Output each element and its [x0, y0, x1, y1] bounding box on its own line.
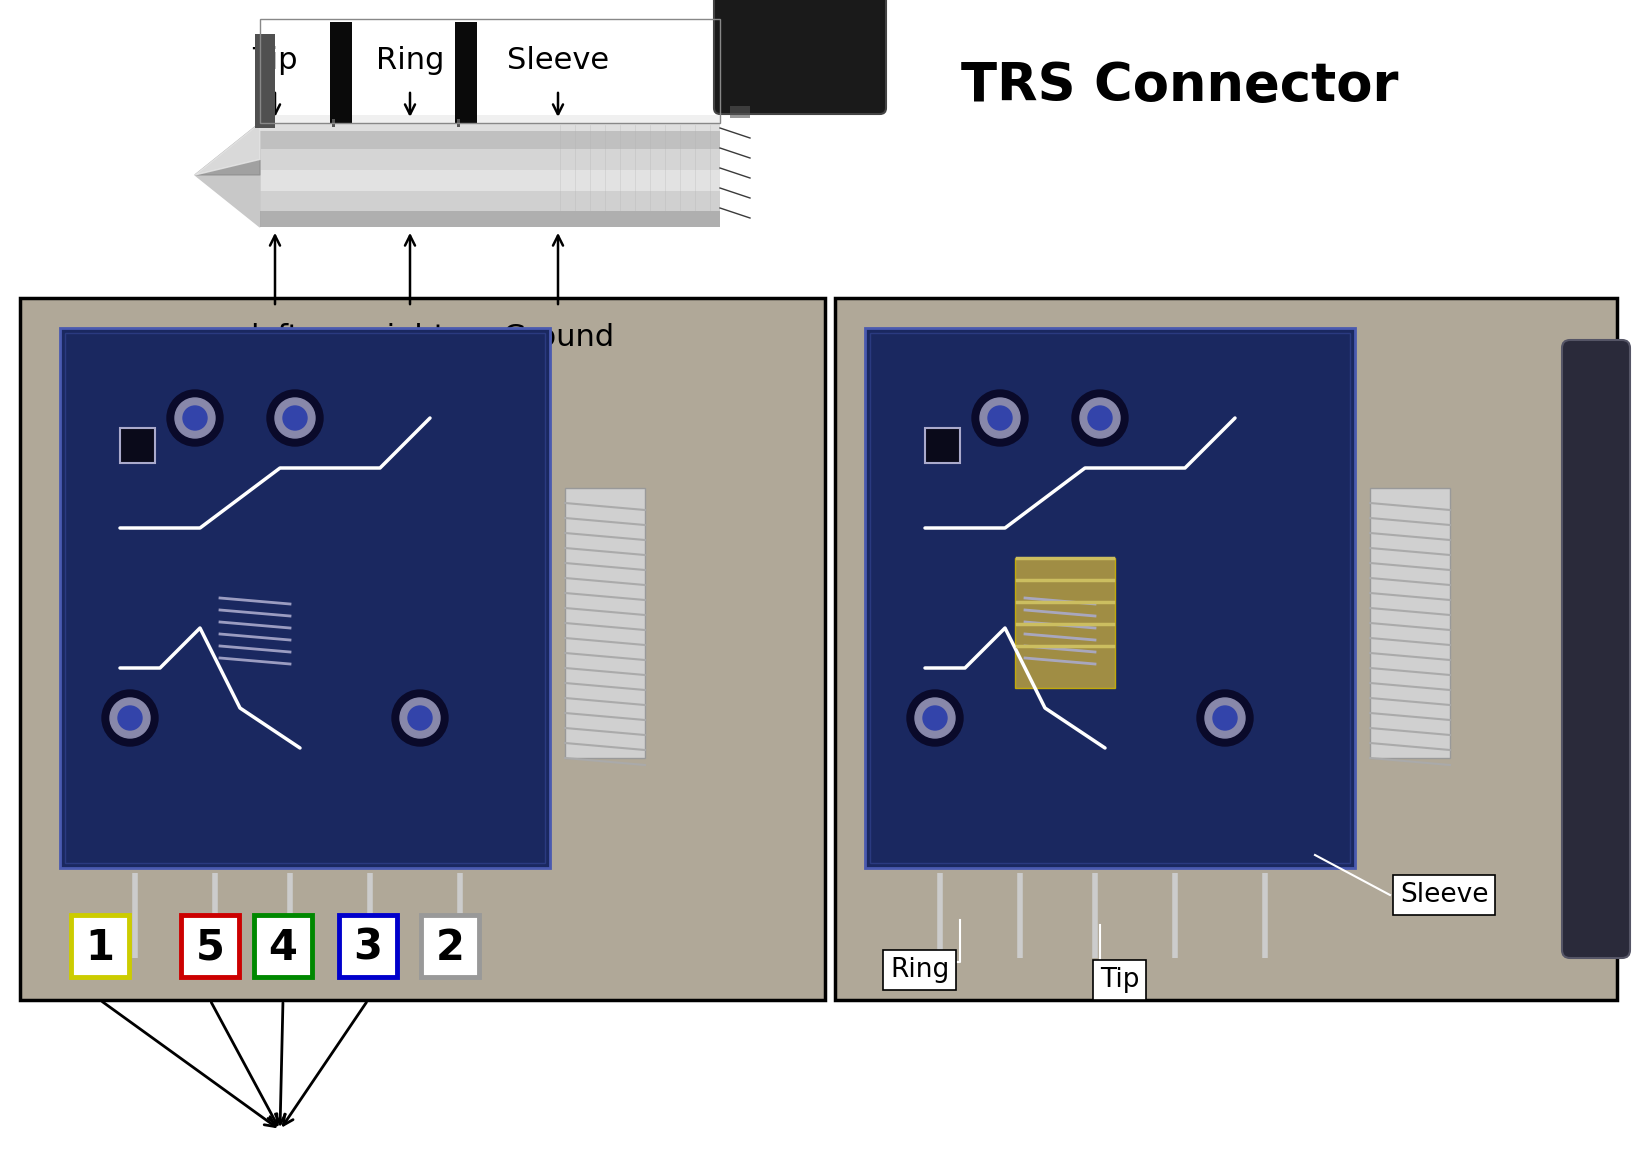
- Bar: [835, 298, 1617, 1000]
- Text: Tip: Tip: [1100, 968, 1139, 993]
- Circle shape: [175, 398, 214, 438]
- Circle shape: [989, 406, 1012, 430]
- Text: right: right: [375, 323, 445, 351]
- Bar: [339, 916, 398, 977]
- Text: 2: 2: [435, 927, 465, 969]
- Text: 5: 5: [195, 927, 224, 969]
- Text: 4: 4: [268, 927, 298, 969]
- Circle shape: [981, 398, 1020, 438]
- Circle shape: [183, 406, 206, 430]
- Text: Ring: Ring: [891, 957, 949, 983]
- Bar: [120, 428, 156, 464]
- Polygon shape: [195, 123, 260, 175]
- Circle shape: [408, 706, 432, 729]
- Circle shape: [283, 406, 308, 430]
- Bar: [565, 488, 645, 758]
- Circle shape: [1197, 690, 1252, 746]
- Circle shape: [1089, 406, 1112, 430]
- Bar: [260, 170, 720, 191]
- Circle shape: [267, 390, 322, 446]
- Circle shape: [1205, 698, 1246, 738]
- Bar: [61, 328, 550, 868]
- Bar: [260, 18, 720, 123]
- Bar: [864, 328, 1355, 868]
- Bar: [260, 212, 720, 227]
- Bar: [260, 191, 720, 227]
- Polygon shape: [195, 123, 260, 175]
- Circle shape: [167, 390, 223, 446]
- Circle shape: [972, 390, 1028, 446]
- Bar: [730, 106, 750, 118]
- Text: Ring: Ring: [377, 46, 444, 75]
- Bar: [331, 22, 352, 124]
- Bar: [457, 119, 460, 127]
- Circle shape: [275, 398, 314, 438]
- Text: TRS Connector: TRS Connector: [961, 60, 1398, 112]
- Circle shape: [101, 690, 159, 746]
- Bar: [182, 916, 239, 977]
- Circle shape: [118, 706, 142, 729]
- Circle shape: [1080, 398, 1120, 438]
- Bar: [1015, 558, 1115, 688]
- Text: Sleeve: Sleeve: [507, 46, 609, 75]
- Text: Ground: Ground: [503, 323, 614, 351]
- Bar: [254, 916, 313, 977]
- Bar: [869, 333, 1351, 864]
- Bar: [421, 916, 480, 977]
- Text: Sleeve: Sleeve: [1400, 882, 1488, 907]
- Circle shape: [1213, 706, 1238, 729]
- Circle shape: [110, 698, 151, 738]
- Bar: [1370, 488, 1450, 758]
- Circle shape: [1072, 390, 1128, 446]
- Bar: [260, 149, 720, 170]
- Bar: [255, 34, 275, 128]
- Text: 3: 3: [354, 927, 383, 969]
- Bar: [260, 123, 720, 149]
- FancyBboxPatch shape: [1562, 340, 1630, 958]
- Text: 1: 1: [85, 927, 115, 969]
- Bar: [70, 916, 129, 977]
- Bar: [332, 119, 336, 127]
- Bar: [260, 114, 720, 131]
- Text: Tip: Tip: [252, 46, 298, 75]
- Bar: [65, 333, 545, 864]
- Circle shape: [391, 690, 449, 746]
- Bar: [925, 428, 959, 464]
- Bar: [455, 22, 476, 124]
- Text: Channel: Channel: [242, 351, 368, 381]
- Circle shape: [907, 690, 963, 746]
- Polygon shape: [195, 123, 260, 227]
- Circle shape: [915, 698, 954, 738]
- Text: left: left: [250, 323, 300, 351]
- Circle shape: [399, 698, 440, 738]
- Bar: [20, 298, 825, 1000]
- FancyBboxPatch shape: [714, 0, 886, 114]
- Circle shape: [923, 706, 946, 729]
